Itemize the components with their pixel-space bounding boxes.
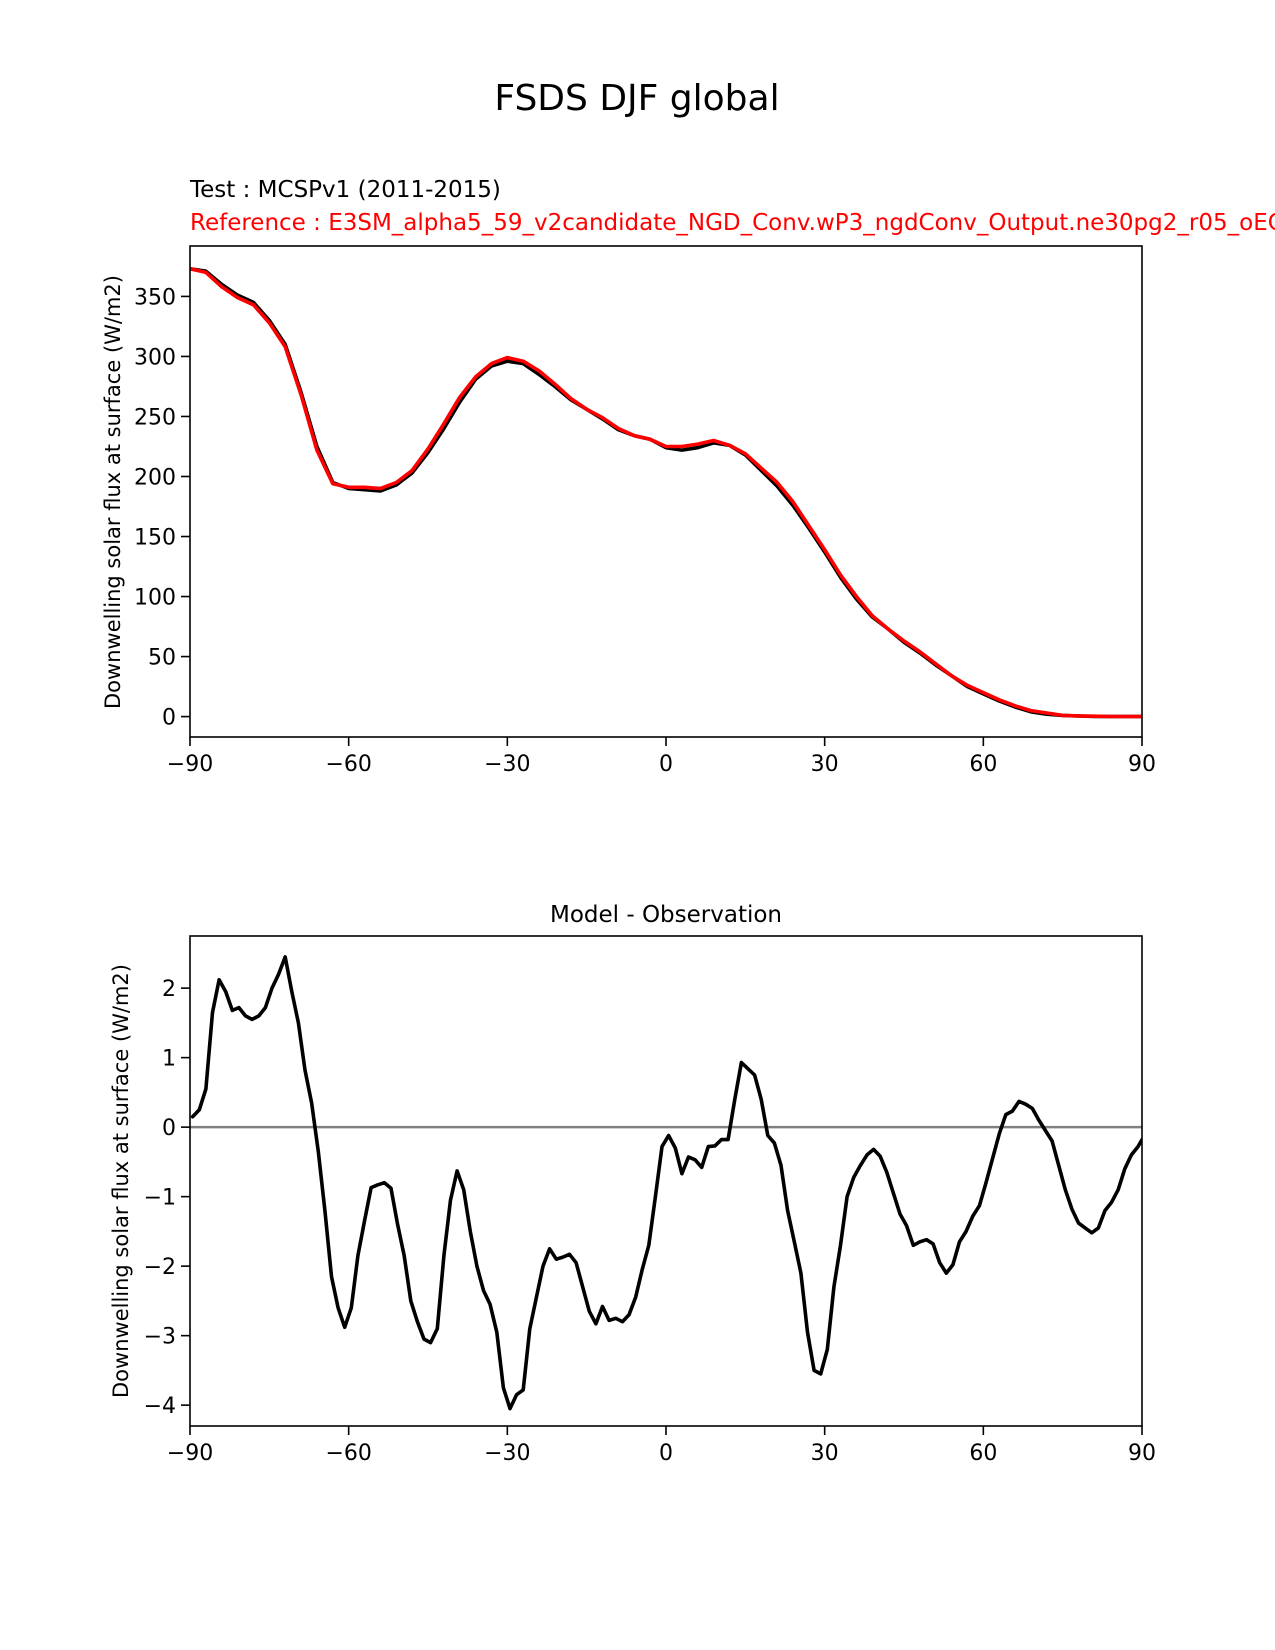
reference-label: Reference : E3SM_alpha5_59_v2candidate_N… — [190, 210, 1275, 236]
x-tick-label: 60 — [969, 752, 997, 777]
x-tick-label: −30 — [484, 752, 530, 777]
bottom-panel: Model - Observation −90 −60 −30 0 30 60 90 −4 −3 −… — [109, 902, 1156, 1466]
x-tick-label: 90 — [1128, 752, 1156, 777]
y-axis-label: Downwelling solar flux at surface (W/m2) — [101, 275, 125, 709]
y-tick-label: 100 — [134, 586, 176, 611]
y-tick-label: 0 — [162, 1116, 176, 1141]
y-tick-label: 350 — [134, 285, 176, 310]
y-tick-label: 250 — [134, 405, 176, 430]
y-tick-label: −1 — [144, 1186, 176, 1211]
y-tick-label: 300 — [134, 345, 176, 370]
x-tick-label: −60 — [325, 752, 371, 777]
x-tick-label: −90 — [167, 1441, 213, 1466]
figure-title: FSDS DJF global — [494, 78, 779, 119]
x-tick-label: 0 — [659, 752, 673, 777]
x-tick-label: 30 — [811, 752, 839, 777]
y-tick-label: −3 — [144, 1325, 176, 1350]
top-panel: −90 −60 −30 0 30 60 90 0 50 100 150 200 250 300 350 Dow… — [101, 245, 1156, 777]
x-tick-label: 60 — [969, 1441, 997, 1466]
y-tick-label: −2 — [144, 1255, 176, 1280]
y-tick-label: 2 — [162, 977, 176, 1002]
x-tick-label: 30 — [811, 1441, 839, 1466]
series-line-reference — [190, 266, 1142, 719]
x-tick-label: 0 — [659, 1441, 673, 1466]
y-tick-label: 150 — [134, 526, 176, 551]
x-tick-label: −60 — [325, 1441, 371, 1466]
y-tick-label: 200 — [134, 465, 176, 490]
x-tick-label: −90 — [167, 752, 213, 777]
y-tick-label: 50 — [148, 646, 176, 671]
y-tick-label: 1 — [162, 1047, 176, 1072]
x-tick-label: 90 — [1128, 1441, 1156, 1466]
x-tick-label: −30 — [484, 1441, 530, 1466]
series-line-model-observation — [190, 955, 1142, 1411]
panel-title: Model - Observation — [550, 902, 782, 928]
y-axis-label: Downwelling solar flux at surface (W/m2) — [109, 964, 133, 1398]
y-tick-label: −4 — [144, 1394, 176, 1419]
test-label: Test : MCSPv1 (2011-2015) — [189, 177, 501, 203]
y-tick-label: 0 — [162, 706, 176, 731]
